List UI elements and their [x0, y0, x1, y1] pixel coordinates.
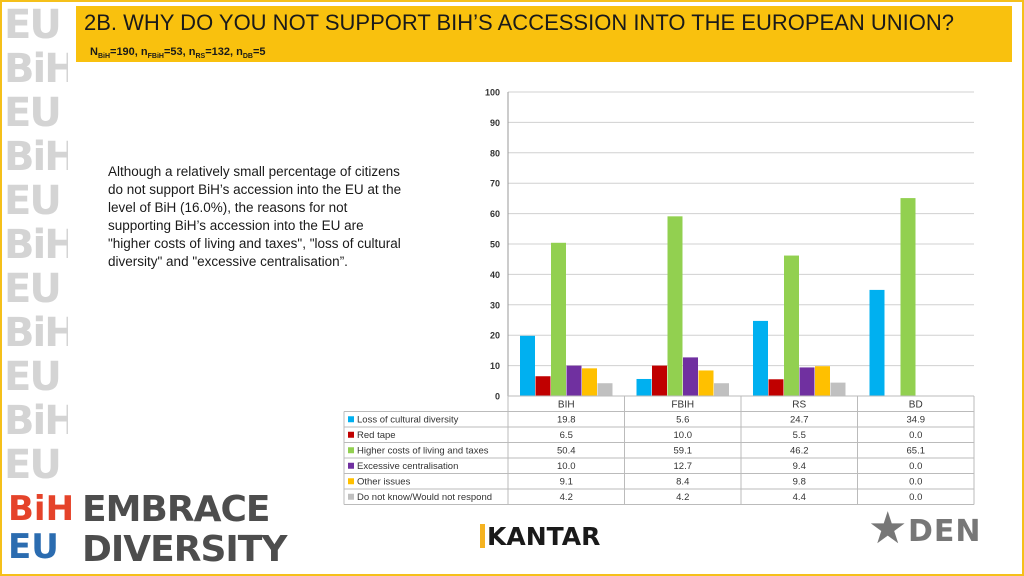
sidebar-letters: EU [4, 354, 62, 400]
y-tick-label: 60 [490, 209, 500, 219]
sample-size: NBiH=190, nFBiH=53, nRS=132, nDB=5 [90, 46, 266, 61]
x-tick-label: BD [909, 400, 923, 411]
bar [683, 357, 698, 396]
kantar-logo: KANTAR [480, 522, 600, 551]
y-tick-label: 90 [490, 118, 500, 128]
x-tick-label: RS [792, 400, 806, 411]
embrace-diversity-logo: BiH EU EMBRACE DIVERSITY [8, 489, 287, 570]
x-tick-label: BIH [558, 400, 575, 411]
sidebar-letters: BiH [4, 310, 68, 356]
legend-label: Other issues [357, 477, 411, 488]
legend-label: Excessive centralisation [357, 461, 458, 472]
legend-swatch [348, 416, 354, 423]
y-tick-label: 40 [490, 270, 500, 280]
bar [597, 383, 613, 396]
data-label: 5.6 [676, 415, 689, 426]
legend-swatch [348, 431, 354, 438]
bar [768, 379, 784, 396]
bar [815, 366, 830, 396]
bar [900, 198, 916, 396]
sidebar-letters: BiH [4, 398, 68, 444]
data-label: 50.4 [557, 446, 576, 457]
y-tick-label: 80 [490, 148, 500, 158]
data-label: 65.1 [907, 446, 926, 457]
diversity-text: DIVERSITY [82, 529, 287, 570]
data-label: 9.4 [793, 461, 806, 472]
sidebar-letters: EU [4, 266, 62, 312]
y-tick-label: 30 [490, 300, 500, 310]
bar [784, 255, 799, 396]
legend-label: Do not know/Would not respond [357, 492, 492, 503]
bar [520, 335, 535, 396]
bar [869, 289, 885, 396]
bih-eu-mark: BiH EU [8, 489, 75, 567]
data-label: 19.8 [557, 415, 576, 426]
y-tick-label: 70 [490, 179, 500, 189]
legend-label: Higher costs of living and taxes [357, 446, 489, 457]
embrace-text: EMBRACE [82, 489, 270, 530]
data-label: 12.7 [674, 461, 693, 472]
summary-text: Although a relatively small percentage o… [108, 164, 402, 269]
data-label: 34.9 [907, 415, 926, 426]
bar [652, 365, 667, 396]
bar [551, 242, 566, 396]
data-label: 5.5 [793, 430, 806, 441]
bar-chart: 0 10 20 30 40 50 60 70 80 90 100 BIH FBIH RS BD Loss of… [343, 88, 975, 505]
data-label: 4.2 [560, 492, 573, 503]
data-label: 9.8 [793, 477, 806, 488]
data-label: 46.2 [790, 446, 809, 457]
data-label: 9.1 [560, 477, 573, 488]
star-icon: ★ [868, 504, 908, 553]
sidebar-pattern: EU BiH EU BiH EU BiH EU BiH EU BiH EU [4, 4, 68, 488]
data-label: 59.1 [674, 446, 693, 457]
bar [753, 320, 768, 396]
y-tick-label: 0 [495, 392, 500, 402]
sidebar-letters: EU [4, 90, 62, 136]
bar [714, 383, 729, 396]
data-label: 10.0 [557, 461, 576, 472]
y-tick-label: 50 [490, 240, 500, 250]
bar [535, 376, 551, 396]
sidebar-letters: EU [4, 442, 62, 488]
legend-swatch [348, 447, 354, 454]
legend-swatch [348, 493, 354, 500]
sidebar-letters: BiH [4, 222, 68, 268]
legend-swatch [348, 478, 354, 485]
data-label: 0.0 [909, 477, 922, 488]
bar [667, 216, 683, 396]
data-label: 4.4 [793, 492, 806, 503]
y-tick-label: 10 [490, 361, 500, 371]
data-label: 0.0 [909, 492, 922, 503]
bar [566, 365, 582, 396]
x-tick-label: FBIH [671, 400, 694, 411]
bar [799, 367, 815, 396]
den-text: DEN [908, 514, 982, 549]
legend-label: Red tape [357, 430, 396, 441]
bar [582, 368, 597, 396]
data-label: 0.0 [909, 430, 922, 441]
den-logo: ★ DEN [868, 504, 990, 560]
sidebar-letters: BiH [4, 134, 68, 180]
data-label: 10.0 [674, 430, 693, 441]
sidebar-letters: BiH [4, 46, 68, 92]
y-tick-label: 20 [490, 331, 500, 341]
legend-label: Loss of cultural diversity [357, 415, 459, 426]
data-label: 0.0 [909, 461, 922, 472]
header-bar: 2B. WHY DO YOU NOT SUPPORT BIH’S ACCESSI… [76, 6, 1012, 62]
legend-swatch [348, 462, 354, 469]
data-label: 8.4 [676, 477, 689, 488]
sidebar-letters: EU [4, 178, 62, 224]
bar [698, 370, 714, 396]
slide-title: 2B. WHY DO YOU NOT SUPPORT BIH’S ACCESSI… [84, 10, 955, 35]
data-label: 6.5 [560, 430, 573, 441]
data-label: 4.2 [676, 492, 689, 503]
data-label: 24.7 [790, 415, 809, 426]
bar [636, 378, 652, 396]
sidebar-letters: EU [4, 4, 62, 48]
bar [830, 382, 846, 396]
y-tick-label: 100 [485, 88, 500, 98]
